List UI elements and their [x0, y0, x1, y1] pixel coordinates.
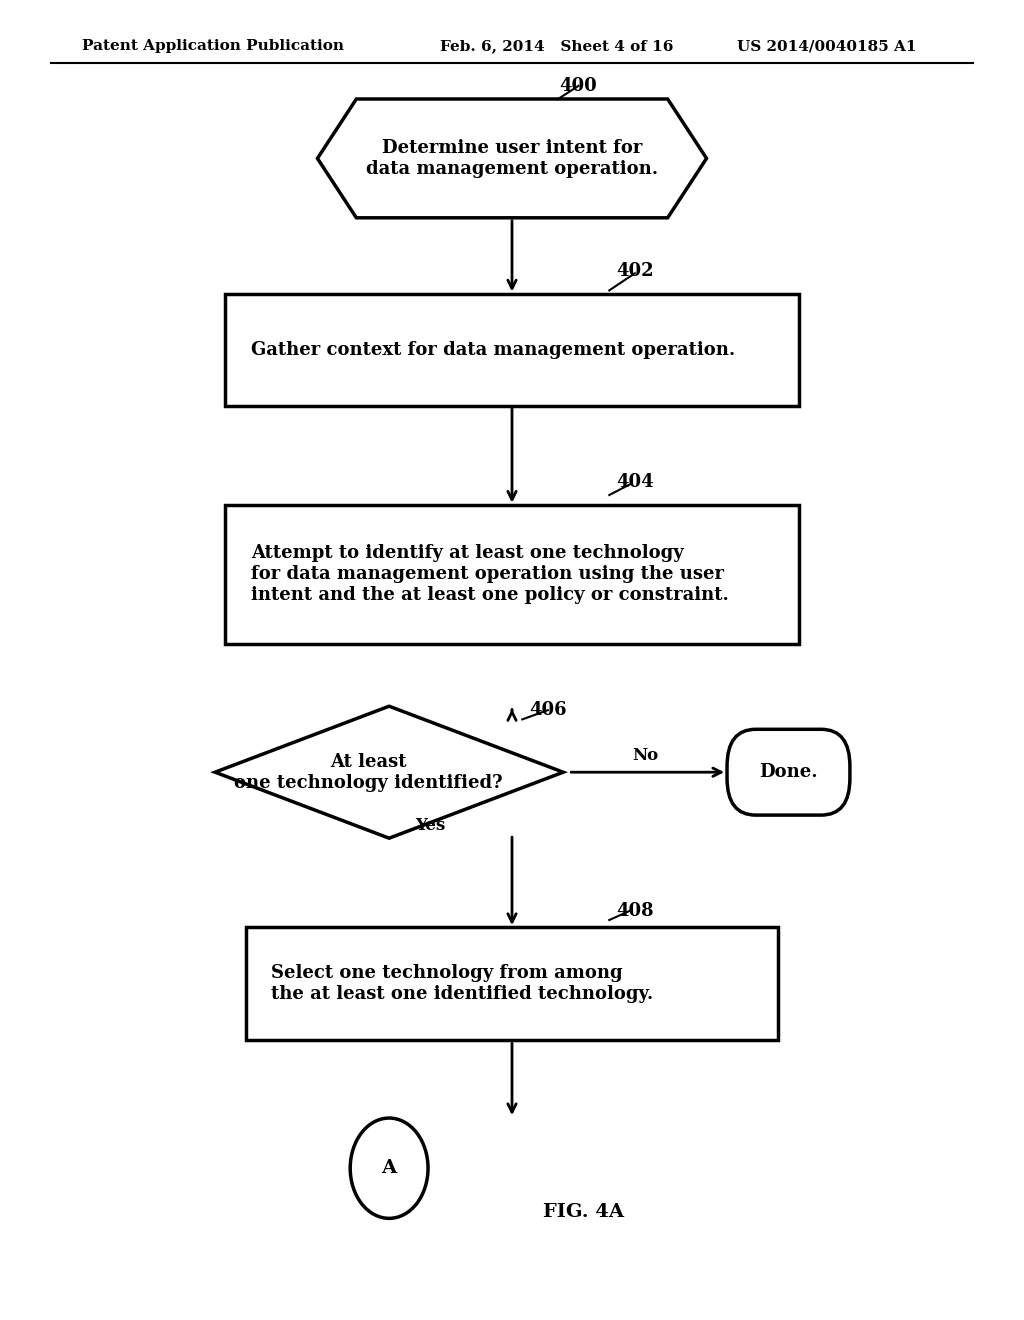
Polygon shape	[215, 706, 563, 838]
Text: At least
one technology identified?: At least one technology identified?	[234, 752, 503, 792]
Text: FIG. 4A: FIG. 4A	[543, 1203, 624, 1221]
Text: Determine user intent for
data management operation.: Determine user intent for data managemen…	[366, 139, 658, 178]
Bar	[225, 294, 799, 407]
Text: 400: 400	[560, 77, 597, 95]
Circle shape	[350, 1118, 428, 1218]
Text: No: No	[632, 747, 658, 763]
Bar	[246, 927, 778, 1040]
Text: 408: 408	[616, 902, 653, 920]
FancyBboxPatch shape	[727, 729, 850, 816]
Text: A: A	[382, 1159, 396, 1177]
Text: 404: 404	[616, 473, 653, 491]
Text: 406: 406	[529, 701, 566, 719]
Text: Done.: Done.	[759, 763, 818, 781]
Text: Yes: Yes	[415, 817, 445, 833]
Text: Gather context for data management operation.: Gather context for data management opera…	[251, 341, 735, 359]
Text: Patent Application Publication: Patent Application Publication	[82, 40, 344, 53]
Text: US 2014/0040185 A1: US 2014/0040185 A1	[737, 40, 916, 53]
Text: Feb. 6, 2014   Sheet 4 of 16: Feb. 6, 2014 Sheet 4 of 16	[440, 40, 674, 53]
Bar	[225, 506, 799, 644]
Text: Select one technology from among
the at least one identified technology.: Select one technology from among the at …	[271, 964, 653, 1003]
Polygon shape	[317, 99, 707, 218]
Text: Attempt to identify at least one technology
for data management operation using : Attempt to identify at least one technol…	[251, 544, 729, 605]
Text: 402: 402	[616, 261, 653, 280]
